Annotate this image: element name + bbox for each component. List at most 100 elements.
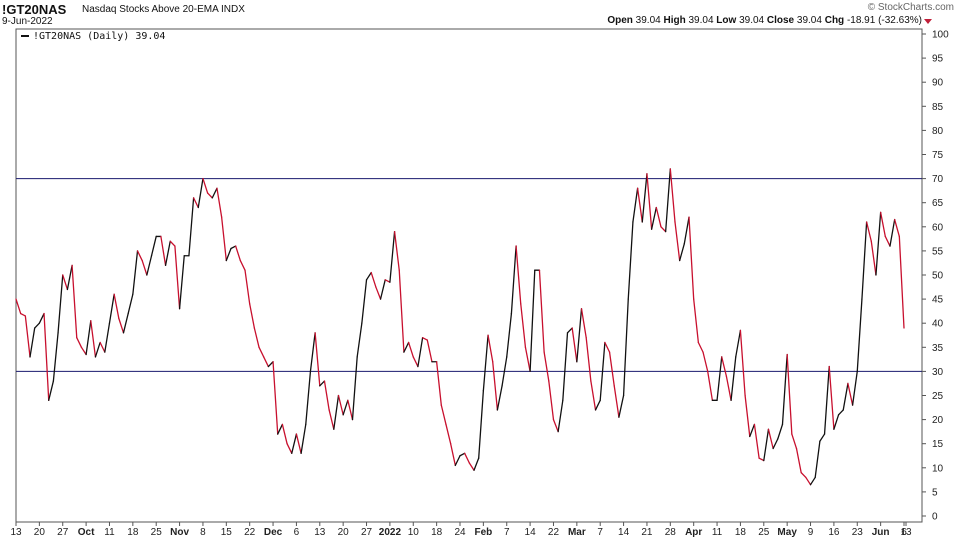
series-segment — [164, 240, 171, 267]
series-segment — [791, 433, 798, 450]
x-tick-label: 8 — [200, 527, 206, 538]
series-segment — [146, 255, 153, 276]
series-segment — [660, 226, 667, 233]
x-tick-label: 10 — [408, 527, 420, 538]
series-segment — [674, 221, 681, 262]
symbol-name: Nasdaq Stocks Above 20-EMA — [82, 4, 219, 15]
series-segment — [192, 197, 199, 209]
series-segment — [426, 339, 433, 363]
reference-lines — [16, 178, 922, 372]
plot-frame — [15, 28, 923, 523]
series-segment — [520, 303, 527, 348]
y-tick-label: 100 — [932, 30, 949, 41]
x-tick-label: 14 — [618, 527, 630, 538]
series-segment — [809, 476, 816, 486]
series-segment — [693, 298, 700, 344]
y-tick-label: 45 — [932, 295, 944, 306]
series-segment — [707, 370, 714, 401]
series-segment — [795, 447, 802, 474]
x-tick-label: 9 — [808, 527, 814, 538]
series-segment — [277, 423, 284, 435]
y-tick-label: 85 — [932, 102, 944, 113]
series-segment — [805, 476, 812, 486]
series-segment — [646, 173, 653, 230]
series-segment — [365, 271, 372, 281]
series-segment — [879, 211, 886, 238]
y-tick-label: 5 — [932, 487, 938, 498]
series-segment — [412, 356, 419, 368]
series-segment — [90, 320, 97, 358]
y-tick-label: 30 — [932, 367, 944, 378]
series-segment — [730, 356, 737, 401]
series-segment — [454, 455, 461, 467]
dropdown-triangle-icon[interactable] — [924, 19, 932, 24]
x-tick-label: 2022 — [379, 527, 402, 538]
series-segment — [230, 245, 237, 250]
series-segment — [749, 423, 756, 438]
x-tick-label: 22 — [548, 527, 560, 538]
series-segment — [309, 332, 316, 373]
y-tick-label: 20 — [932, 415, 944, 426]
series-segment — [767, 428, 774, 450]
series-segment — [136, 250, 143, 262]
series-segment — [758, 457, 765, 462]
chg-value: -18.91 (-32.63%) — [846, 15, 922, 26]
series-segment — [337, 394, 344, 416]
symbol-title: !GT20NAS — [2, 2, 67, 17]
series-segment — [370, 271, 377, 288]
exchange-label: INDX — [220, 4, 245, 15]
series-segment — [702, 351, 709, 373]
x-tick-label: Jun — [872, 527, 890, 538]
series-segment — [43, 312, 50, 401]
series-segment — [641, 173, 648, 223]
series-segment — [721, 356, 728, 377]
y-tick-label: 70 — [932, 174, 944, 185]
x-tick-label: 20 — [338, 527, 350, 538]
series-segment — [202, 177, 209, 194]
series-segment — [562, 332, 569, 401]
series-segment — [632, 187, 639, 223]
series-segment — [421, 337, 428, 341]
series-segment — [314, 332, 321, 387]
x-tick-label: 6 — [294, 527, 300, 538]
series-segment — [884, 235, 891, 247]
series-segment — [697, 341, 704, 353]
series-segment — [197, 177, 204, 209]
series-segment — [473, 457, 480, 471]
series-segment — [48, 380, 55, 401]
legend: !GT20NAS (Daily) 39.04 — [21, 31, 165, 42]
series-segment — [188, 197, 195, 257]
x-tick-label: 14 — [525, 527, 537, 538]
y-tick-label: 0 — [932, 512, 938, 523]
series-segment — [786, 353, 793, 435]
series-segment — [679, 243, 685, 262]
x-tick-label: Apr — [685, 527, 702, 538]
series-segment — [108, 293, 115, 324]
x-axis: 13 20 27 Oct 11 18 25 Nov 8 15 22 Dec 6 13 20 27 2022 10 1… — [10, 522, 912, 538]
series-segment — [417, 337, 424, 368]
series-segment — [38, 312, 45, 324]
series-segment — [875, 211, 882, 276]
series-segment — [347, 399, 354, 421]
series-segment — [235, 245, 241, 262]
series-segment — [576, 308, 583, 363]
series-segment — [127, 293, 134, 315]
x-tick-label: 22 — [244, 527, 256, 538]
x-tick-label: 23 — [852, 527, 864, 538]
symbol-description: Nasdaq Stocks Above 20-EMA INDX — [82, 4, 245, 15]
series-segment — [435, 361, 442, 406]
series-segment — [118, 317, 125, 334]
series-segment — [753, 423, 760, 459]
y-tick-label: 75 — [932, 150, 944, 161]
series-segment — [590, 380, 597, 411]
series-segment — [113, 293, 120, 320]
series-segment — [506, 312, 513, 358]
series-segment — [132, 250, 139, 295]
series-segment — [351, 356, 358, 421]
series-segment — [393, 230, 400, 271]
series-segment — [384, 279, 391, 283]
x-tick-label: Oct — [78, 527, 95, 538]
series-segment — [76, 337, 83, 348]
series-segment — [585, 337, 592, 382]
series-segment — [375, 286, 382, 300]
